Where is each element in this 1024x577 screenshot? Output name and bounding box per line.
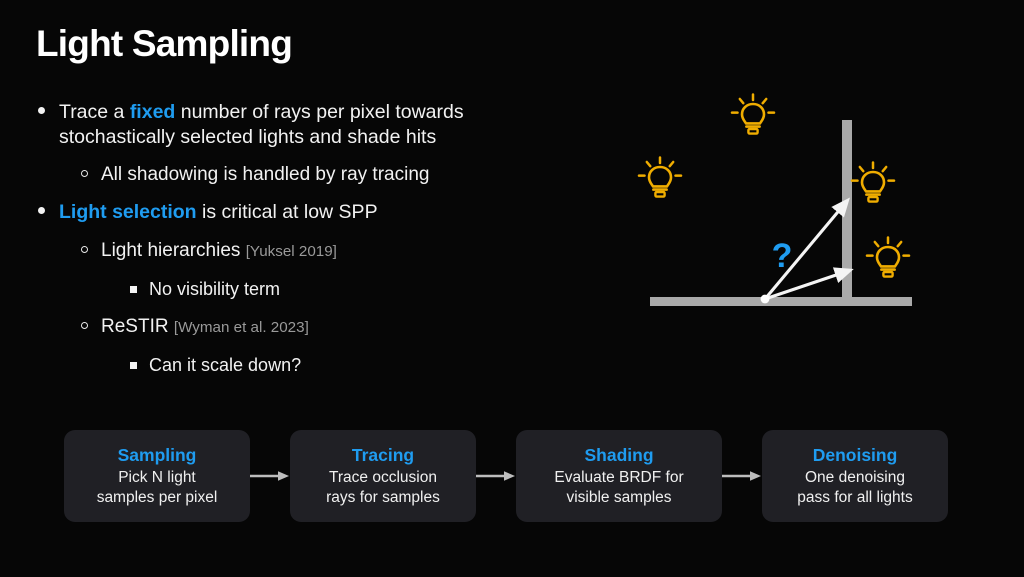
light-bulb-left	[637, 156, 683, 198]
citation: [Yuksel 2019]	[245, 243, 337, 260]
pipeline-stage-title: Denoising	[812, 445, 898, 465]
bullet-list: Trace a fixed number of rays per pixel t…	[34, 100, 534, 377]
pipeline-stage-desc: Evaluate BRDF for visible samples	[554, 469, 684, 506]
text-segment: Light hierarchies	[101, 240, 246, 261]
list-item-text: Trace a fixed number of rays per pixel t…	[59, 100, 534, 150]
list-item: Can it scale down?	[34, 353, 534, 377]
bullet-marker-circle	[81, 170, 88, 177]
text-segment: ReSTIR	[101, 316, 174, 337]
list-item-text: Light hierarchies [Yuksel 2019]	[101, 238, 534, 264]
pipeline-stage-title: Shading	[584, 445, 654, 465]
text-segment: No visibility term	[149, 279, 281, 299]
pipeline-stage-sampling[interactable]: Sampling Pick N light samples per pixel	[64, 430, 250, 522]
list-item: No visibility term	[34, 277, 534, 301]
list-item: Trace a fixed number of rays per pixel t…	[34, 100, 534, 150]
list-item-text: Light selection is critical at low SPP	[59, 200, 534, 225]
pipeline-arrow-3	[722, 469, 762, 483]
light-bulb-right-lower	[865, 236, 911, 278]
pipeline-stage-denoising[interactable]: Denoising One denoising pass for all lig…	[762, 430, 948, 522]
bullet-marker-circle	[81, 246, 88, 253]
pipeline-arrow-1	[250, 469, 290, 483]
list-item-text: ReSTIR [Wyman et al. 2023]	[101, 314, 534, 340]
list-item-text: Can it scale down?	[149, 353, 534, 377]
pipeline-stage-desc: Trace occlusion rays for samples	[326, 469, 440, 506]
pipeline-stage-desc: Pick N light samples per pixel	[96, 469, 218, 506]
list-item: Light hierarchies [Yuksel 2019]	[34, 238, 534, 264]
shadow-ray-upper	[763, 197, 850, 300]
list-item-text: All shadowing is handled by ray tracing	[101, 162, 534, 187]
list-item: ReSTIR [Wyman et al. 2023]	[34, 314, 534, 340]
bullet-marker-square	[130, 362, 137, 369]
light-bulb-right-upper	[850, 161, 896, 203]
question-mark-label: ?	[772, 237, 793, 275]
pipeline-stage-title: Tracing	[351, 445, 415, 465]
bullet-marker-square	[130, 286, 137, 293]
pipeline-stage-shading[interactable]: Shading Evaluate BRDF for visible sample…	[516, 430, 722, 522]
pipeline-diagram: Sampling Pick N light samples per pixel …	[64, 430, 948, 522]
list-item: All shadowing is handled by ray tracing	[34, 162, 534, 187]
citation: [Wyman et al. 2023]	[173, 319, 309, 336]
bullet-marker-disc	[38, 107, 45, 114]
pipeline-stage-tracing[interactable]: Tracing Trace occlusion rays for samples	[290, 430, 476, 522]
bullet-marker-circle	[81, 322, 88, 329]
light-bulb-top	[730, 93, 776, 135]
page-title: Light Sampling	[36, 23, 293, 64]
pipeline-arrow-2	[476, 469, 516, 483]
text-segment: number of rays per pixel towards stochas…	[59, 101, 464, 148]
list-item: Light selection is critical at low SPP	[34, 200, 534, 225]
pipeline-stage-title: Sampling	[117, 445, 197, 465]
text-segment: is critical at low SPP	[196, 201, 378, 223]
accent-segment: Light selection	[59, 201, 197, 223]
floor-geometry	[650, 297, 912, 306]
light-sampling-diagram: ?	[620, 75, 940, 325]
shading-point	[760, 294, 770, 304]
shadow-ray-lower	[764, 267, 854, 301]
text-segment: Trace a	[59, 101, 130, 123]
list-item-text: No visibility term	[149, 277, 534, 301]
bullet-marker-disc	[38, 207, 45, 214]
wall-geometry	[842, 120, 852, 302]
text-segment: Can it scale down?	[149, 355, 302, 375]
accent-segment: fixed	[129, 101, 176, 123]
text-segment: All shadowing is handled by ray tracing	[101, 164, 430, 185]
pipeline-stage-desc: One denoising pass for all lights	[797, 469, 913, 506]
